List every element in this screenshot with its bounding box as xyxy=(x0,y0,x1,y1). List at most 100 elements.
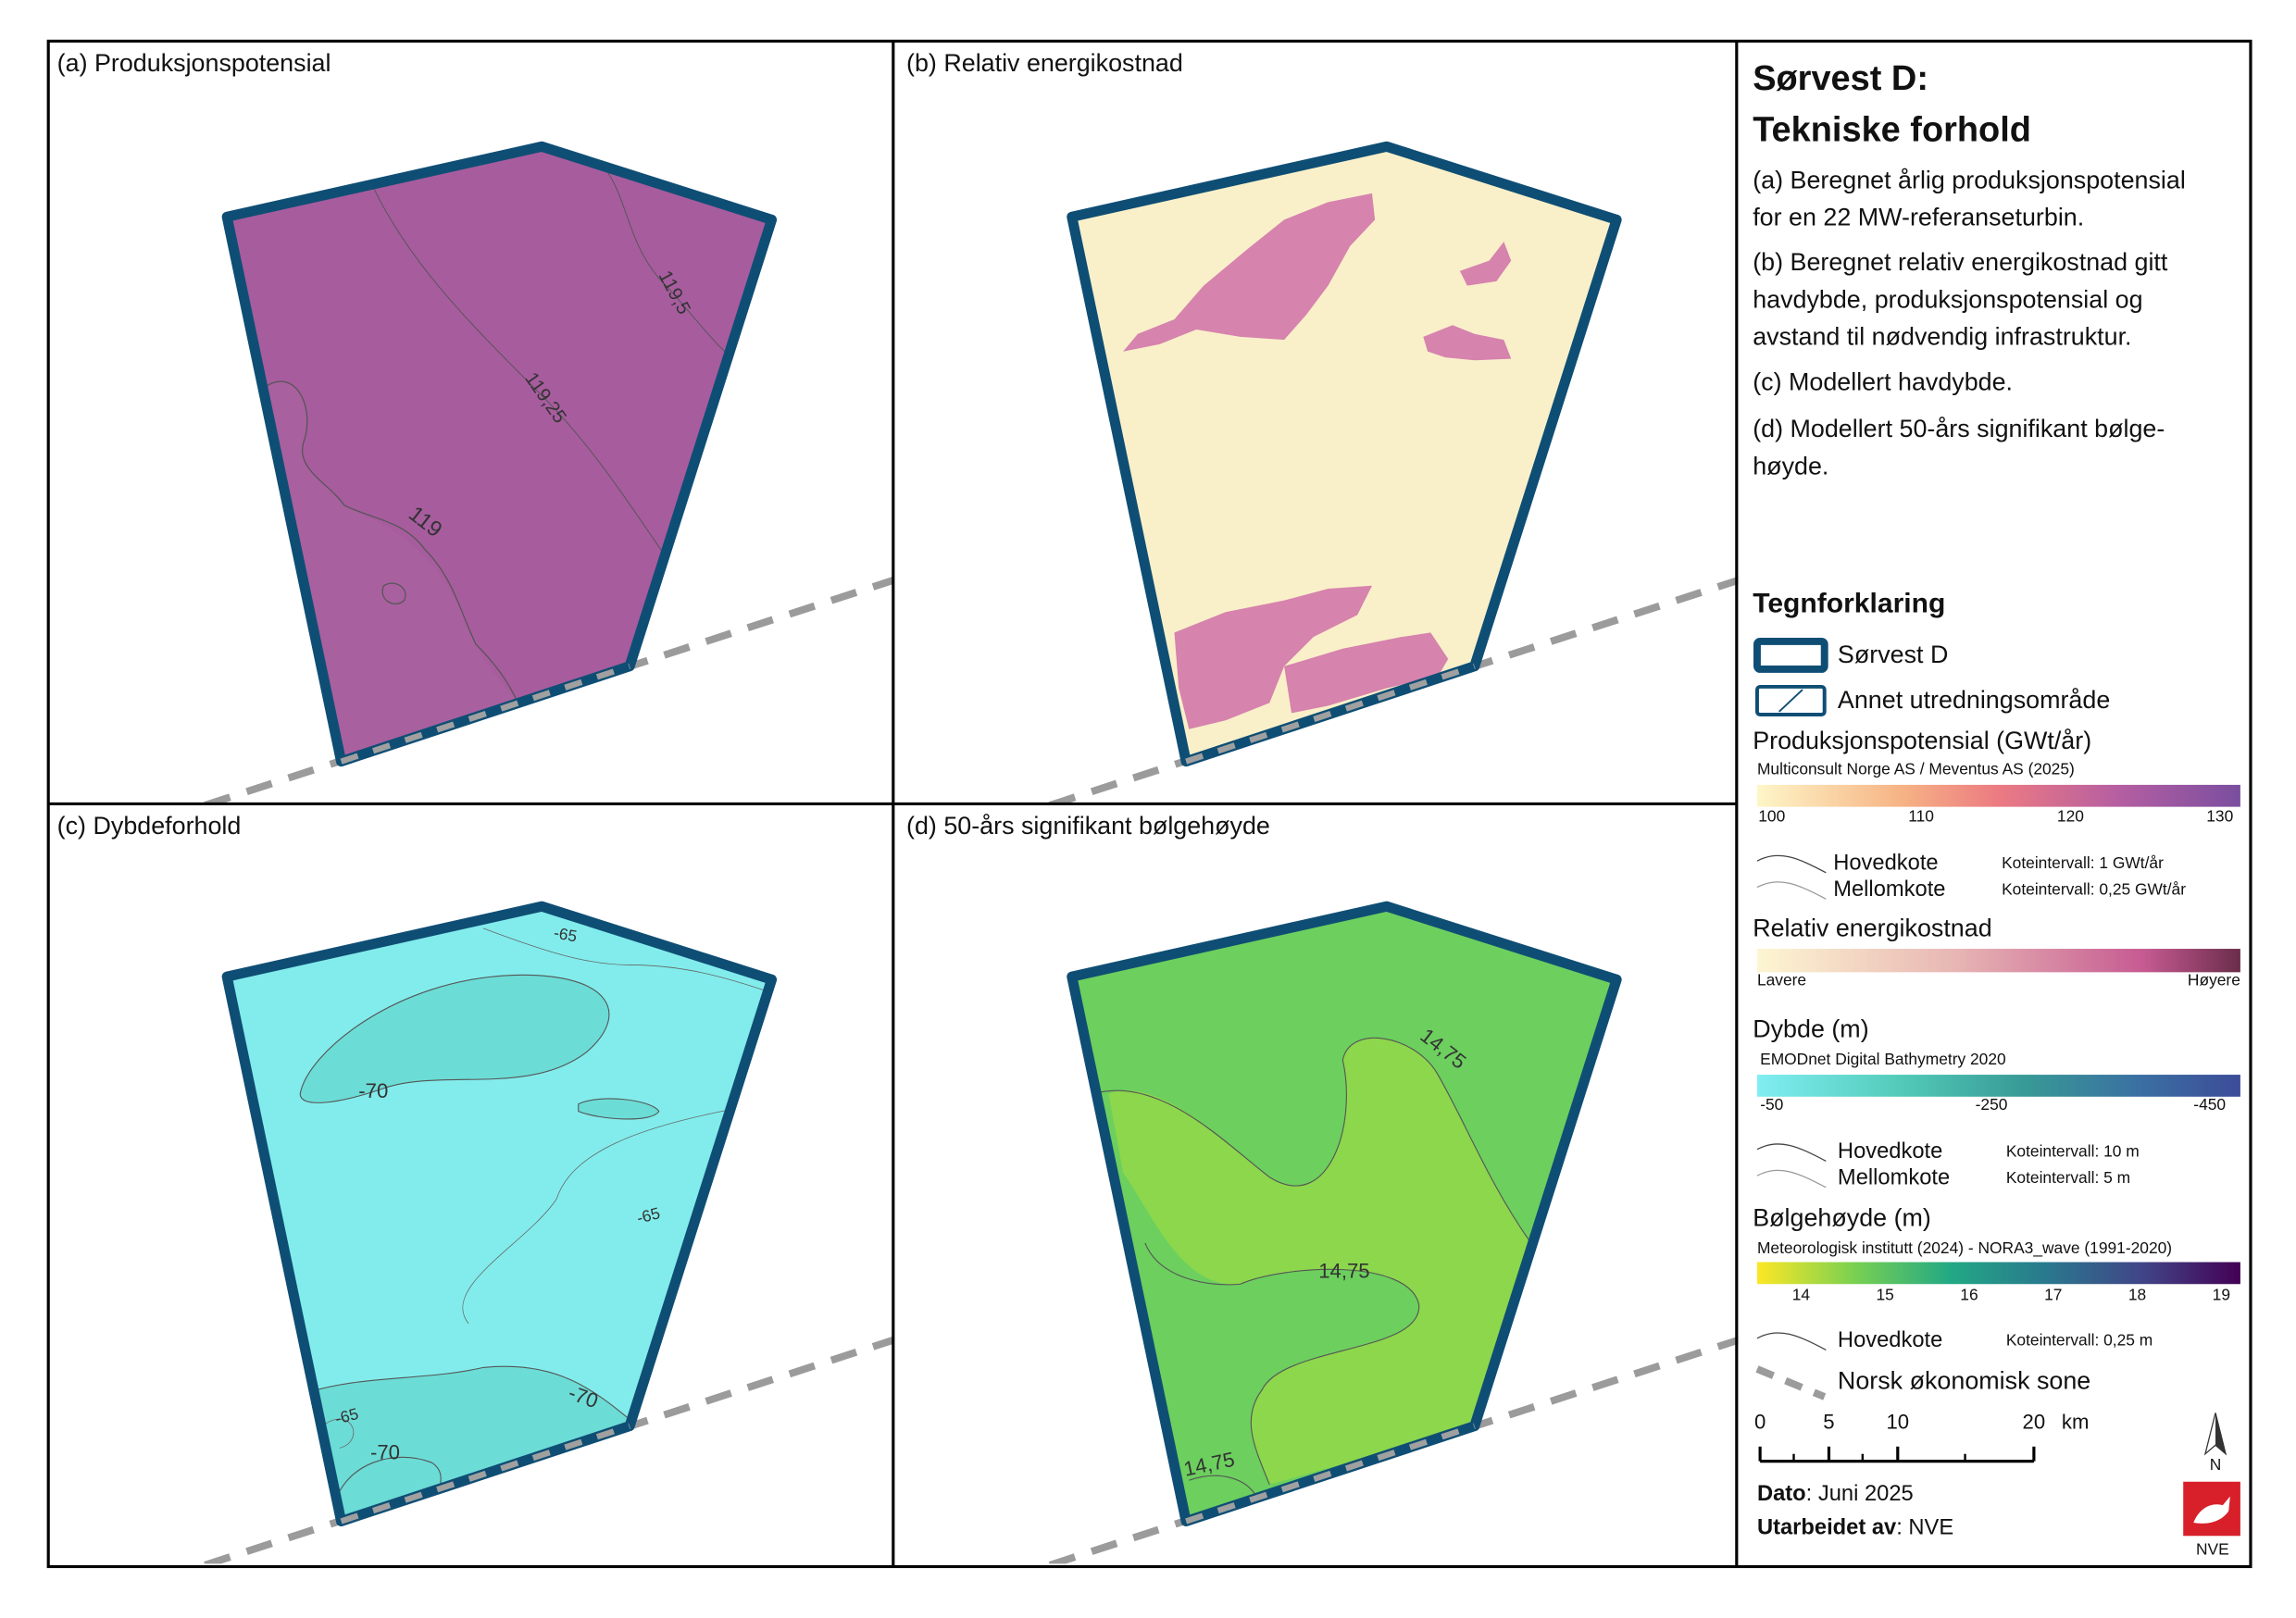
legend-heading: Relativ energikostnad xyxy=(1753,915,1991,942)
contour xyxy=(372,187,696,601)
description-line: (a) Beregnet årlig produksjonspotensial xyxy=(1753,166,2186,193)
author-text: : NVE xyxy=(1896,1516,1953,1540)
description-line: (b) Beregnet relativ energikostnad gitt xyxy=(1753,248,2168,276)
ramp-ticks: -50 -250 -450 xyxy=(1760,1095,2226,1114)
logo xyxy=(2193,1496,2230,1524)
panel: 119,5 119,25 119 (a) Produksjonspotensia… xyxy=(57,49,893,804)
panel: -65 -70 -65 -65 -70 -70 (c) Dybdeforhold xyxy=(57,812,893,1564)
eez-line xyxy=(1185,663,1476,765)
legend-item: Sørvest D xyxy=(1838,641,1948,668)
scale-label: 5 xyxy=(1823,1410,1834,1433)
contour-label: -70 xyxy=(358,1079,388,1102)
color-ramp xyxy=(1756,1262,2240,1285)
contour xyxy=(299,974,610,1103)
contour-symbol xyxy=(1756,881,1827,900)
author: Utarbeidet av: NVE xyxy=(1757,1516,1953,1540)
raster-zone xyxy=(1284,632,1449,714)
area-border xyxy=(221,901,778,1526)
area-border xyxy=(1067,141,1622,767)
north-arrow xyxy=(2215,1413,2227,1454)
color-ramp xyxy=(1756,1075,2240,1097)
description-line: (c) Modellert havdybde. xyxy=(1753,368,2013,396)
date-text: : Juni 2025 xyxy=(1806,1482,1914,1506)
panel-title: (c) Dybdeforhold xyxy=(57,812,242,840)
date: Dato: Juni 2025 xyxy=(1757,1482,1914,1506)
contour-symbol xyxy=(1756,1332,1827,1350)
legend-symbol xyxy=(1778,689,1803,713)
scale-label: 20 xyxy=(2023,1410,2046,1433)
contour xyxy=(381,582,406,605)
legend-source: EMODnet Digital Bathymetry 2020 xyxy=(1760,1050,2006,1068)
contour-interval: Koteintervall: 1 GWt/år xyxy=(2002,853,2164,872)
color-ramp xyxy=(1756,949,2240,973)
contour-label: -70 xyxy=(370,1441,400,1464)
legend-symbol xyxy=(1755,1365,1827,1400)
ramp-tick-label: 16 xyxy=(1960,1285,1978,1303)
area-border xyxy=(221,141,778,767)
raster-zone xyxy=(1123,193,1376,352)
ramp-tick-label: -50 xyxy=(1760,1095,1783,1114)
legend-heading: Bølgehøyde (m) xyxy=(1753,1204,1931,1232)
ramp-tick-label: 110 xyxy=(1908,806,1934,825)
map-element: 14,75 14,75 14,75 (d) 50-års signifikant… xyxy=(906,812,1739,1564)
ramp-label: Lavere xyxy=(1757,970,1806,989)
contour-name: Hovedkote xyxy=(1838,1328,1942,1352)
panel-title: (d) 50-års signifikant bølgehøyde xyxy=(906,812,1270,840)
contour xyxy=(1093,1037,1534,1247)
legend-symbol xyxy=(1753,637,1828,673)
legend-heading: Produksjonspotensial (GWt/år) xyxy=(1753,727,2091,754)
contour-name: Hovedkote xyxy=(1838,1139,1942,1164)
contour-name: Mellomkote xyxy=(1838,1166,1950,1190)
panel-title: (a) Produksjonspotensial xyxy=(57,49,331,77)
ramp-tick-label: 17 xyxy=(2044,1285,2062,1303)
ramp-ticks: 14 15 16 17 18 19 xyxy=(1792,1285,2230,1303)
legend-title: Tegnforklaring xyxy=(1753,588,1945,618)
contour-label: -65 xyxy=(553,923,579,945)
north-label: N xyxy=(2210,1455,2222,1474)
ramp-tick-label: 18 xyxy=(2128,1285,2146,1303)
description-line: høyde. xyxy=(1753,453,1828,480)
scale-bar: 0 5 10 20 xyxy=(1754,1410,2046,1463)
date-label: Dato xyxy=(1757,1482,1806,1506)
panel-title: (b) Relativ energikostnad xyxy=(906,49,1183,77)
contour xyxy=(306,1365,633,1423)
contour-legend: Hovedkote Koteintervall: 10 m Mellomkote Ko… xyxy=(1756,1139,2140,1190)
scale-label: 0 xyxy=(1754,1410,1766,1433)
map-element xyxy=(1071,146,1617,762)
raster-zone xyxy=(1174,585,1372,729)
legend-heading: Dybde (m) xyxy=(1753,1015,1868,1043)
contour xyxy=(593,153,747,370)
contour xyxy=(482,927,772,995)
ramp-tick-label: 120 xyxy=(2057,806,2084,825)
contour-label: 14,75 xyxy=(1318,1259,1369,1282)
legend-source: Meteorologisk institutt (2024) - NORA3_w… xyxy=(1757,1238,2172,1257)
contour xyxy=(578,1098,660,1120)
ramp-label: Høyere xyxy=(2188,970,2240,989)
sidebar-title: Sørvest D: xyxy=(1753,59,1928,98)
sidebar-title: Tekniske forhold xyxy=(1753,111,2031,150)
contour-name: Mellomkote xyxy=(1833,877,1945,902)
ramp-tick-label: 130 xyxy=(2206,806,2233,825)
ramp-tick-label: -250 xyxy=(1976,1095,2008,1114)
contour xyxy=(462,1103,762,1325)
description-line: havdybde, produksjonspotensial og xyxy=(1753,285,2142,313)
legend-item: Norsk økonomisk sone xyxy=(1838,1366,2090,1394)
contour-name: Hovedkote xyxy=(1833,852,1938,876)
contour-interval: Koteintervall: 5 m xyxy=(2006,1168,2130,1187)
raster-zone xyxy=(1108,1038,1533,1485)
map-element xyxy=(1071,906,1617,1522)
map-element: -65 -70 -65 -65 -70 -70 (c) Dybdeforhold xyxy=(57,812,893,1564)
eez-line xyxy=(340,663,631,765)
logo-text: NVE xyxy=(2196,1540,2229,1559)
color-ramp xyxy=(1756,784,2240,807)
raster-zone xyxy=(1423,325,1512,361)
contour-legend: Hovedkote Koteintervall: 0,25 m xyxy=(1756,1328,2152,1352)
ramp-tick-label: 14 xyxy=(1792,1285,1811,1303)
map-element: 119,5 119,25 119 (a) Produksjonspotensia… xyxy=(57,49,893,804)
panel: (b) Relativ energikostnad xyxy=(906,49,1739,804)
contour-legend: Hovedkote Koteintervall: 1 GWt/år Mellomko… xyxy=(1756,852,2186,902)
contour-symbol xyxy=(1756,1169,1827,1189)
